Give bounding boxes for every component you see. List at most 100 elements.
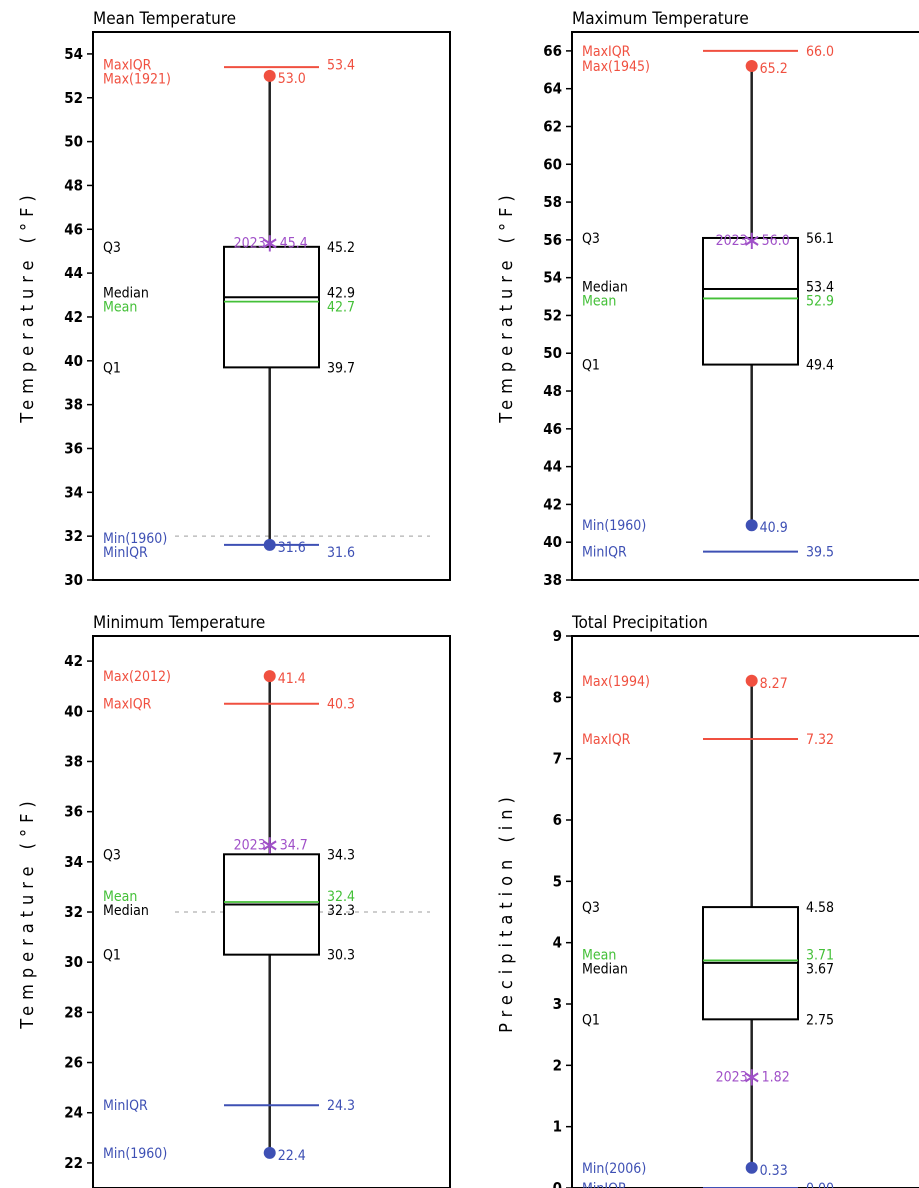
plot-frame — [571, 31, 919, 581]
y-tick-label: 36 — [64, 439, 83, 457]
stat-label-min-iqr: MinIQR — [103, 545, 148, 561]
stat-value-min-iqr: 39.5 — [806, 545, 834, 561]
current-year-value: 56.0 — [762, 233, 790, 249]
stat-label-q3: Q3 — [103, 847, 121, 863]
y-tick-label: 46 — [543, 420, 562, 438]
stat-label-mean: Mean — [103, 299, 137, 315]
stat-value-median: 32.3 — [327, 903, 355, 919]
stat-label-mean: Mean — [582, 948, 616, 964]
y-tick-label: 52 — [64, 89, 83, 107]
stat-value-median: 3.67 — [806, 962, 834, 978]
y-tick-label: 64 — [543, 80, 562, 98]
stat-value-max-iqr: 66.0 — [806, 44, 834, 60]
y-tick-label: 42 — [64, 652, 83, 670]
stat-value-max: 53.0 — [278, 71, 306, 87]
stat-label-max: Max(2012) — [103, 669, 171, 685]
y-tick-label: 38 — [543, 571, 562, 589]
stat-label-q1: Q1 — [103, 360, 121, 376]
stat-label-max-iqr: MaxIQR — [103, 57, 152, 73]
stat-label-q1: Q1 — [582, 1012, 600, 1028]
current-year-label: 2023 — [234, 235, 266, 251]
stat-label-min: Min(1960) — [582, 518, 646, 534]
stat-label-median: Median — [103, 285, 149, 301]
stat-value-min-iqr: 0.00 — [806, 1181, 834, 1188]
chart-title: Total Precipitation — [571, 613, 708, 633]
stat-value-min: 22.4 — [278, 1148, 306, 1164]
stat-value-max-iqr: 53.4 — [327, 57, 355, 73]
stat-value-mean: 32.4 — [327, 889, 355, 905]
y-tick-label: 56 — [543, 231, 562, 249]
current-year-value: 1.82 — [762, 1069, 790, 1085]
current-year-marker: ∗ — [260, 830, 280, 860]
min-point — [745, 519, 758, 532]
y-tick-label: 1 — [553, 1118, 562, 1136]
stat-value-mean: 3.71 — [806, 948, 834, 964]
stat-label-min: Min(2006) — [582, 1161, 646, 1177]
y-tick-label: 34 — [64, 853, 83, 871]
stat-label-min-iqr: MinIQR — [582, 1181, 627, 1188]
panel-2: Maximum Temperature Temperature (°F) 38 40 4… — [496, 9, 919, 589]
iqr-box — [223, 245, 320, 369]
chart-title: Mean Temperature — [93, 9, 236, 29]
stat-label-median: Median — [582, 280, 628, 296]
stat-label-q1: Q1 — [582, 358, 600, 374]
y-tick-label: 50 — [64, 133, 83, 151]
y-tick-label: 22 — [64, 1154, 83, 1172]
y-tick-label: 32 — [64, 527, 83, 545]
stat-label-max: Max(1945) — [582, 59, 650, 75]
stat-value-q1: 49.4 — [806, 358, 834, 374]
stat-value-min: 40.9 — [760, 520, 788, 536]
y-tick-label: 5 — [553, 872, 562, 890]
current-year-label: 2023 — [716, 1069, 748, 1085]
y-tick-label: 0 — [553, 1179, 562, 1188]
stat-value-q1: 30.3 — [327, 948, 355, 964]
y-tick-label: 34 — [64, 483, 83, 501]
y-tick-label: 60 — [543, 155, 562, 173]
y-tick-label: 32 — [64, 903, 83, 921]
stat-label-max-iqr: MaxIQR — [103, 697, 152, 713]
y-tick-label: 42 — [64, 308, 83, 326]
y-tick-label: 42 — [543, 495, 562, 513]
stat-value-max: 65.2 — [760, 61, 788, 77]
stat-label-mean: Mean — [582, 294, 616, 310]
y-tick-label: 62 — [543, 117, 562, 135]
min-point — [263, 538, 276, 551]
y-tick-label: 44 — [543, 458, 562, 476]
y-tick-label: 66 — [543, 42, 562, 60]
stat-value-median: 53.4 — [806, 280, 834, 296]
y-axis-label: Temperature (°F) — [17, 795, 38, 1029]
y-tick-label: 50 — [543, 344, 562, 362]
stat-label-min-iqr: MinIQR — [103, 1098, 148, 1114]
stat-label-min-iqr: MinIQR — [582, 545, 627, 561]
stat-label-max-iqr: MaxIQR — [582, 44, 631, 60]
y-axis-label: Temperature (°F) — [17, 189, 38, 423]
y-tick-label: 9 — [553, 627, 562, 645]
y-tick-label: 24 — [64, 1104, 83, 1122]
stat-value-min-iqr: 31.6 — [327, 545, 355, 561]
y-tick-label: 38 — [64, 396, 83, 414]
y-tick-label: 30 — [64, 953, 83, 971]
y-axis-label: Precipitation (in) — [496, 791, 517, 1033]
stat-value-q3: 4.58 — [806, 900, 834, 916]
y-tick-label: 48 — [64, 176, 83, 194]
current-year-marker: ∗ — [260, 228, 280, 258]
y-tick-label: 40 — [64, 352, 83, 370]
stat-value-median: 42.9 — [327, 285, 355, 301]
max-point — [263, 670, 276, 683]
max-point — [745, 674, 758, 687]
chart-title: Maximum Temperature — [572, 9, 749, 29]
stat-value-min-iqr: 24.3 — [327, 1098, 355, 1114]
current-year-label: 2023 — [234, 837, 266, 853]
y-tick-label: 40 — [64, 702, 83, 720]
y-axis-label: Temperature (°F) — [496, 189, 517, 423]
y-tick-label: 48 — [543, 382, 562, 400]
stat-value-q1: 2.75 — [806, 1012, 834, 1028]
stat-value-min: 31.6 — [278, 540, 306, 556]
stat-value-max: 41.4 — [278, 671, 306, 687]
stat-label-median: Median — [103, 903, 149, 919]
stat-label-q3: Q3 — [582, 900, 600, 916]
stat-value-q3: 56.1 — [806, 231, 834, 247]
stat-label-q1: Q1 — [103, 948, 121, 964]
stat-label-median: Median — [582, 962, 628, 978]
